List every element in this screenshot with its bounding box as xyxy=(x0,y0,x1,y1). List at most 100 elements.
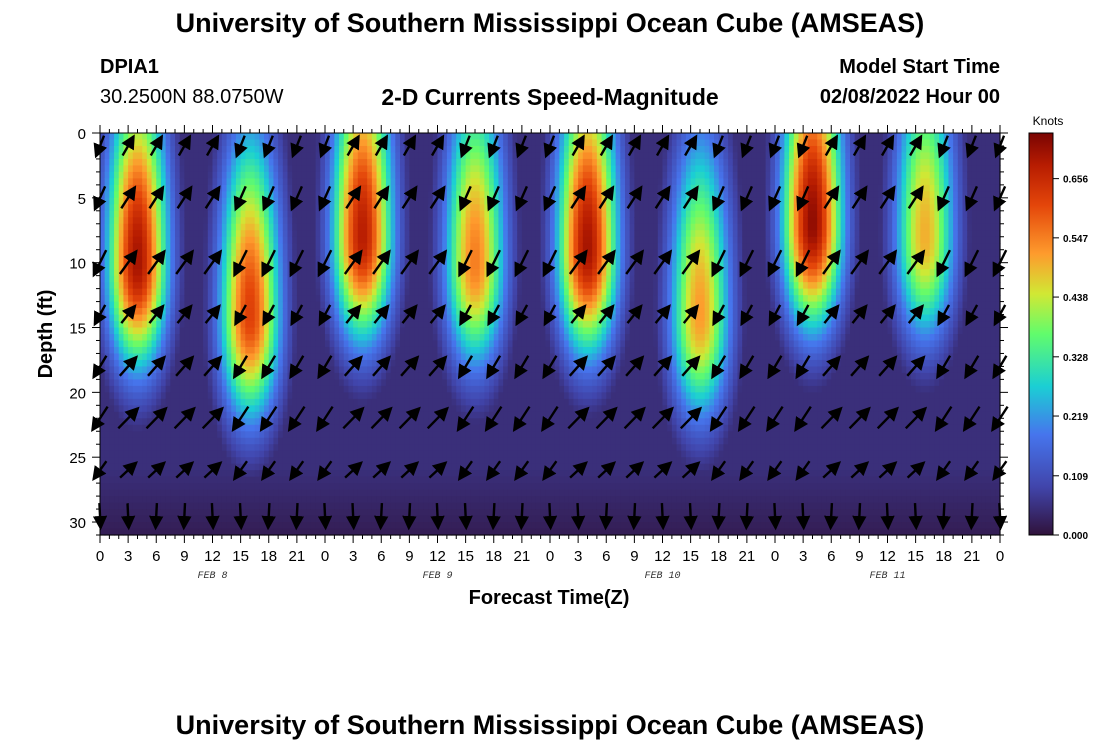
heatmap-cell xyxy=(240,405,246,413)
heatmap-cell xyxy=(437,158,443,167)
heatmap-cell xyxy=(437,405,443,413)
heatmap-cell xyxy=(146,295,153,303)
heatmap-cell xyxy=(160,152,167,160)
heatmap-cell xyxy=(385,171,392,179)
heatmap-cell xyxy=(151,217,157,225)
heatmap-cell xyxy=(137,450,143,458)
heatmap-cell xyxy=(339,210,345,218)
heatmap-cell xyxy=(343,483,350,491)
heatmap-cell xyxy=(170,372,176,380)
heatmap-cell xyxy=(343,178,350,186)
heatmap-cell xyxy=(428,230,434,238)
heatmap-cell xyxy=(390,217,396,225)
heatmap-cell xyxy=(179,204,185,212)
heatmap-cell xyxy=(414,165,420,173)
heatmap-cell xyxy=(310,502,317,510)
heatmap-cell xyxy=(146,184,153,192)
heatmap-cell xyxy=(357,515,364,523)
heatmap-cell xyxy=(198,204,204,212)
heatmap-cell xyxy=(465,158,471,167)
heatmap-cell xyxy=(146,457,153,465)
heatmap-cell xyxy=(376,496,382,504)
heatmap-cell xyxy=(207,243,214,251)
heatmap-cell xyxy=(282,398,289,406)
heatmap-cell xyxy=(175,392,181,400)
heatmap-cell xyxy=(381,444,387,452)
heatmap-cell xyxy=(339,476,345,484)
heatmap-cell xyxy=(306,392,312,400)
heatmap-cell xyxy=(376,133,382,141)
heatmap-cell xyxy=(179,405,185,413)
heatmap-cell xyxy=(221,243,228,251)
heatmap-cell xyxy=(189,178,195,186)
heatmap-cell xyxy=(254,431,260,439)
heatmap-cell xyxy=(179,346,185,355)
heatmap-cell xyxy=(451,457,457,465)
heatmap-cell xyxy=(165,217,171,225)
heatmap-cell xyxy=(442,502,448,510)
heatmap-cell xyxy=(217,424,223,432)
heatmap-cell xyxy=(418,372,425,380)
heatmap-cell xyxy=(104,392,110,400)
heatmap-cell xyxy=(240,184,246,192)
heatmap-cell xyxy=(128,418,134,426)
heatmap-cell xyxy=(156,236,162,244)
heatmap-cell xyxy=(165,334,171,342)
heatmap-cell xyxy=(315,463,321,471)
heatmap-cell xyxy=(325,372,331,380)
heatmap-cell xyxy=(282,353,289,361)
heatmap-cell xyxy=(381,528,387,536)
heatmap-cell xyxy=(245,295,251,303)
heatmap-cell xyxy=(132,366,139,374)
heatmap-cell xyxy=(165,470,171,478)
heatmap-cell xyxy=(175,405,181,413)
heatmap-cell xyxy=(292,184,298,192)
heatmap-cell xyxy=(381,152,387,160)
heatmap-cell xyxy=(367,437,373,445)
heatmap-cell xyxy=(104,295,110,303)
heatmap-cell xyxy=(118,230,125,238)
heatmap-cell xyxy=(339,437,345,445)
heatmap-cell xyxy=(348,301,354,309)
heatmap-cell xyxy=(128,210,134,218)
heatmap-cell xyxy=(198,243,204,251)
heatmap-cell xyxy=(198,230,204,238)
heatmap-cell xyxy=(254,158,260,167)
heatmap-cell xyxy=(212,509,218,517)
heatmap-cell xyxy=(432,288,439,296)
heatmap-cell xyxy=(320,165,326,173)
heatmap-cell xyxy=(198,165,204,173)
heatmap-cell xyxy=(357,483,364,491)
heatmap-cell xyxy=(193,463,200,471)
heatmap-cell xyxy=(118,463,125,471)
heatmap-cell xyxy=(160,171,167,179)
heatmap-cell xyxy=(334,450,340,458)
heatmap-cell xyxy=(404,353,410,361)
heatmap-cell xyxy=(446,184,453,192)
heatmap-cell xyxy=(432,171,439,179)
heatmap-cell xyxy=(460,431,467,439)
heatmap-cell xyxy=(123,204,129,212)
heatmap-cell xyxy=(123,249,129,257)
heatmap-cell xyxy=(198,327,204,335)
heatmap-cell xyxy=(456,282,462,290)
heatmap-cell xyxy=(301,424,307,432)
heatmap-cell xyxy=(212,275,218,283)
heatmap-cell xyxy=(104,502,110,510)
heatmap-cell xyxy=(146,437,153,445)
heatmap-cell xyxy=(404,437,410,445)
heatmap-cell xyxy=(245,152,251,160)
heatmap-cell xyxy=(278,353,284,361)
heatmap-cell xyxy=(198,301,204,309)
heatmap-cell xyxy=(395,489,401,497)
heatmap-cell xyxy=(273,301,279,309)
heatmap-cell xyxy=(231,515,237,523)
heatmap-cell xyxy=(385,457,392,465)
heatmap-cell xyxy=(282,411,289,419)
heatmap-cell xyxy=(418,262,425,270)
heatmap-cell xyxy=(198,223,204,231)
heatmap-cell xyxy=(428,353,434,361)
heatmap-cell xyxy=(184,340,190,348)
heatmap-cell xyxy=(414,424,420,432)
heatmap-cell xyxy=(367,308,373,316)
